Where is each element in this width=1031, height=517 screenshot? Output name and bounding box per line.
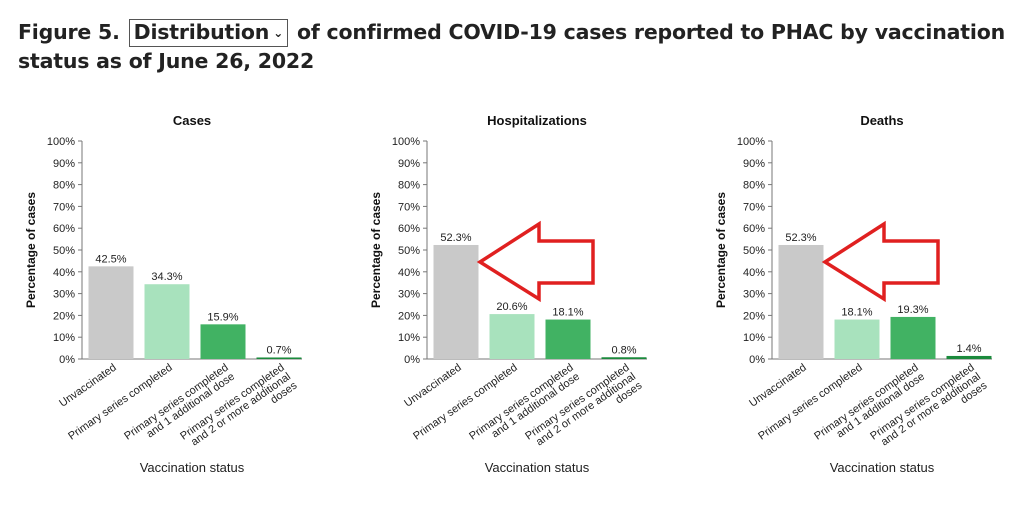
y-tick-label: 60% xyxy=(53,223,75,235)
y-tick-label: 40% xyxy=(398,267,420,279)
bar-4 xyxy=(601,357,647,359)
y-tick-label: 70% xyxy=(743,201,765,213)
distribution-select[interactable]: Distribution ⌄ xyxy=(128,19,289,47)
y-tick-label: 90% xyxy=(743,158,765,170)
data-label: 52.3% xyxy=(440,232,471,244)
bar-3 xyxy=(200,324,246,359)
bar-4 xyxy=(256,357,302,359)
y-tick-label: 0% xyxy=(749,354,765,366)
chart-title: Deaths xyxy=(860,113,903,128)
y-tick-label: 10% xyxy=(398,332,420,344)
data-label: 0.7% xyxy=(266,344,291,356)
y-tick-label: 40% xyxy=(743,267,765,279)
y-tick-label: 30% xyxy=(53,289,75,301)
y-tick-label: 100% xyxy=(47,136,75,148)
data-label: 20.6% xyxy=(496,301,527,313)
y-tick-label: 30% xyxy=(398,289,420,301)
y-tick-label: 0% xyxy=(404,354,420,366)
x-tick-label: Primary series completedand 2 or more ad… xyxy=(868,361,990,460)
x-axis-label: Vaccination status xyxy=(485,460,590,475)
bar-2 xyxy=(834,319,880,359)
y-axis-label: Percentage of cases xyxy=(369,192,383,308)
data-label: 34.3% xyxy=(151,271,182,283)
data-label: 15.9% xyxy=(207,311,238,323)
y-tick-label: 20% xyxy=(53,310,75,322)
y-tick-label: 10% xyxy=(53,332,75,344)
bar-2 xyxy=(144,284,190,359)
y-tick-label: 40% xyxy=(53,267,75,279)
data-label: 52.3% xyxy=(785,232,816,244)
bar-2 xyxy=(489,314,535,359)
y-tick-label: 0% xyxy=(59,354,75,366)
y-tick-label: 90% xyxy=(53,158,75,170)
y-tick-label: 10% xyxy=(743,332,765,344)
x-axis-label: Vaccination status xyxy=(140,460,245,475)
y-tick-label: 30% xyxy=(743,289,765,301)
figure-label: Figure 5. xyxy=(18,20,120,44)
data-label: 42.5% xyxy=(95,253,126,265)
bar-1 xyxy=(88,266,134,359)
data-label: 0.8% xyxy=(611,344,636,356)
x-tick-label: Primary series completedand 2 or more ad… xyxy=(523,361,645,460)
data-label: 19.3% xyxy=(897,304,928,316)
chart-title: Hospitalizations xyxy=(487,113,587,128)
y-axis-label: Percentage of cases xyxy=(24,192,38,308)
y-tick-label: 70% xyxy=(398,201,420,213)
y-tick-label: 70% xyxy=(53,201,75,213)
x-axis-label: Vaccination status xyxy=(830,460,935,475)
y-tick-label: 60% xyxy=(398,223,420,235)
bar-1 xyxy=(778,244,824,359)
title-rest: of confirmed COVID-19 cases reported to … xyxy=(18,20,1005,73)
cases-chart: Cases 0% 10% 20% 30% 40% 50% 60% 70% 80% 90% 100% Pe… xyxy=(24,113,302,475)
data-label: 18.1% xyxy=(552,307,583,319)
bar-3 xyxy=(545,319,591,359)
bar-4 xyxy=(946,355,992,359)
data-label: 18.1% xyxy=(841,307,872,319)
y-axis-label: Percentage of cases xyxy=(714,192,728,308)
y-tick-label: 50% xyxy=(53,245,75,257)
select-value: Distribution xyxy=(133,20,270,44)
y-tick-label: 50% xyxy=(398,245,420,257)
y-tick-label: 80% xyxy=(53,180,75,192)
y-tick-label: 20% xyxy=(398,310,420,322)
chart-title: Cases xyxy=(173,113,211,128)
y-tick-label: 80% xyxy=(743,180,765,192)
y-tick-label: 50% xyxy=(743,245,765,257)
chevron-down-icon: ⌄ xyxy=(273,26,284,40)
bar-3 xyxy=(890,316,936,359)
bar-1 xyxy=(433,244,479,359)
arrow-left-icon xyxy=(476,220,595,303)
arrow-left-icon xyxy=(821,220,940,303)
y-tick-label: 60% xyxy=(743,223,765,235)
y-tick-label: 90% xyxy=(398,158,420,170)
hospitalizations-chart: Hospitalizations 0% 10% 20% 30% 40% 50% 60% 70% 8… xyxy=(369,113,647,475)
y-tick-label: 100% xyxy=(392,136,420,148)
figure-title: Figure 5. Distribution ⌄ of confirmed COV… xyxy=(18,18,1023,76)
data-label: 1.4% xyxy=(956,343,981,355)
x-tick-label: Primary series completedand 2 or more ad… xyxy=(178,361,300,460)
y-tick-label: 80% xyxy=(398,180,420,192)
y-tick-label: 20% xyxy=(743,310,765,322)
y-tick-label: 100% xyxy=(737,136,765,148)
deaths-chart: Deaths 0% 10% 20% 30% 40% 50% 60% 70% 80% 90% 100% P… xyxy=(714,113,992,475)
